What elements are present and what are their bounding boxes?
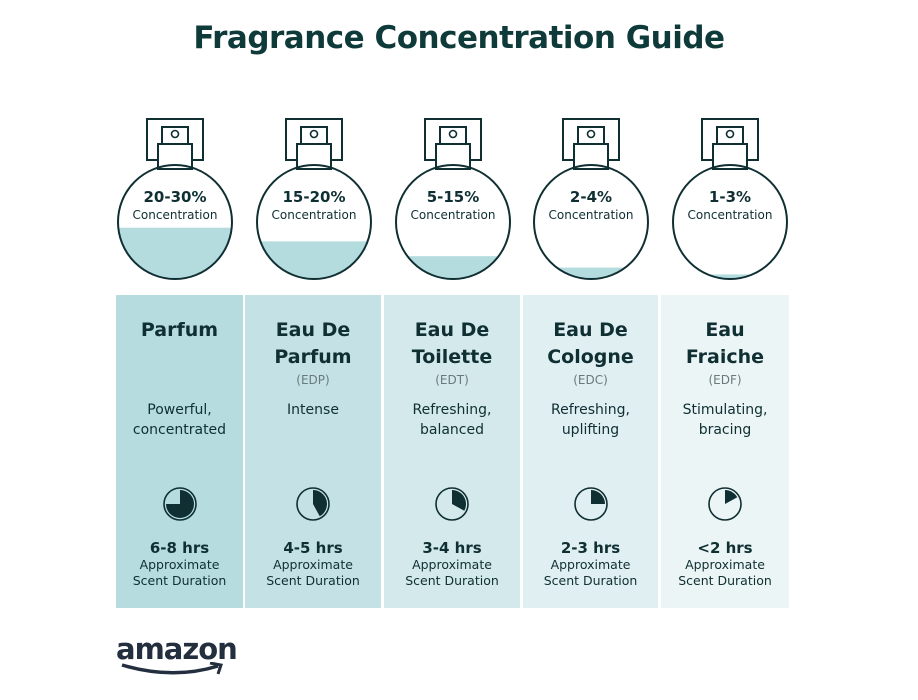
- fragrance-column-4: Eau Fraiche (EDF) Stimulating, bracing <…: [661, 295, 789, 608]
- fragrance-abbr: (EDF): [708, 373, 742, 387]
- concentration-label: Concentration: [548, 208, 634, 222]
- clock-fill: [452, 490, 466, 511]
- fragrance-abbr: (EDP): [296, 373, 330, 387]
- scent-duration: <2 hrs: [697, 539, 753, 557]
- fragrance-abbr: (EDT): [435, 373, 469, 387]
- fragrance-column-1: Eau De Parfum (EDP) Intense 4-5 hrs Appr…: [245, 295, 381, 608]
- clock-icon: [296, 487, 330, 521]
- scent-duration: 3-4 hrs: [422, 539, 482, 557]
- scent-duration: 6-8 hrs: [149, 539, 210, 557]
- clock-icon: [708, 487, 742, 521]
- clock-fill: [165, 490, 194, 518]
- fragrance-name: Eau Fraiche: [685, 319, 765, 368]
- fragrance-name: Eau De Parfum: [274, 319, 352, 368]
- perfume-bottle-icon: [672, 118, 788, 280]
- concentration-label: Concentration: [410, 208, 496, 222]
- fragrance-name: Eau De Toilette: [411, 319, 493, 368]
- clock-fill: [590, 490, 605, 504]
- liquid-level: [673, 274, 787, 279]
- clock-icon: [435, 487, 469, 521]
- concentration-percent: 2-4%: [569, 188, 613, 206]
- perfume-bottle-icon: [533, 118, 649, 280]
- scent-duration: 4-5 hrs: [283, 539, 343, 557]
- bottle-4: 1-3% Concentration: [665, 115, 795, 285]
- clock-fill: [313, 490, 327, 517]
- fragrance-description: Refreshing, balanced: [412, 402, 492, 438]
- amazon-smile-icon: [121, 662, 223, 675]
- perfume-bottle-icon: [256, 118, 372, 280]
- page-title: Fragrance Concentration Guide: [193, 20, 725, 56]
- fragrance-column-2: Eau De Toilette (EDT) Refreshing, balanc…: [384, 295, 520, 608]
- duration-label: Approximate Scent Duration: [405, 557, 499, 588]
- fragrance-column-3: Eau De Cologne (EDC) Refreshing, uplifti…: [523, 295, 658, 608]
- liquid-level: [534, 267, 648, 279]
- concentration-label: Concentration: [271, 208, 357, 222]
- duration-label: Approximate Scent Duration: [132, 557, 227, 588]
- concentration-percent: 5-15%: [426, 188, 480, 206]
- scent-duration: 2-3 hrs: [560, 539, 621, 557]
- concentration-label: Concentration: [687, 208, 773, 222]
- liquid-level: [396, 256, 510, 279]
- duration-label: Approximate Scent Duration: [543, 557, 638, 588]
- bottle-1: 15-20% Concentration: [249, 115, 379, 285]
- fragrance-name: Eau De Cologne: [547, 319, 634, 368]
- bottle-3: 2-4% Concentration: [526, 115, 656, 285]
- perfume-bottle-icon: [117, 118, 233, 280]
- clock-icon: [162, 487, 197, 521]
- fragrance-abbr: (EDC): [573, 373, 608, 387]
- perfume-bottle-icon: [395, 118, 511, 280]
- bottle-0: 20-30% Concentration: [110, 115, 240, 285]
- bottle-2: 5-15% Concentration: [388, 115, 518, 285]
- concentration-percent: 15-20%: [282, 188, 346, 206]
- fragrance-description: Refreshing, uplifting: [551, 402, 630, 438]
- fragrance-column-0: Parfum Powerful, concentrated 6-8 hrs Ap…: [116, 295, 243, 608]
- concentration-percent: 20-30%: [143, 188, 207, 206]
- concentration-label: Concentration: [132, 208, 218, 222]
- clock-icon: [573, 487, 608, 521]
- fragrance-description: Powerful, concentrated: [132, 402, 227, 438]
- concentration-percent: 1-3%: [708, 188, 752, 206]
- duration-label: Approximate Scent Duration: [266, 557, 360, 588]
- fragrance-name: Parfum: [140, 319, 219, 341]
- clock-fill: [725, 490, 738, 504]
- fragrance-description: Intense: [287, 402, 339, 418]
- amazon-logo: amazon: [116, 632, 238, 675]
- fragrance-description: Stimulating, bracing: [682, 402, 768, 438]
- duration-label: Approximate Scent Duration: [678, 557, 772, 588]
